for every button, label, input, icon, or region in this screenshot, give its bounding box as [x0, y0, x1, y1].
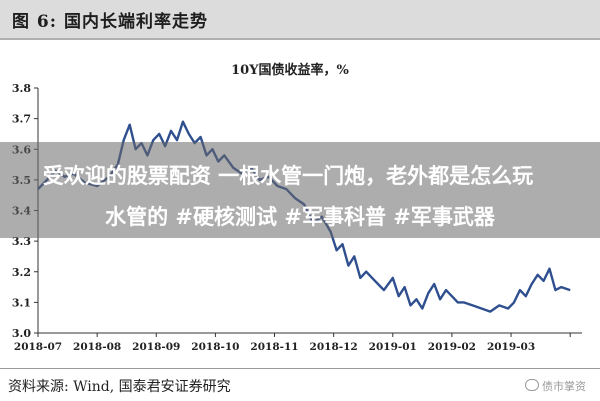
y-tick-label: 3.8: [12, 82, 31, 95]
caption-overlay: [0, 142, 600, 238]
y-tick-label: 3.3: [12, 235, 31, 248]
chart-title: 10Y国债收益率，%: [231, 62, 349, 78]
y-tick-label: 3.0: [12, 327, 31, 340]
figure-label: 图 6: 国内长端利率走势: [12, 12, 208, 32]
watermark: 债市掌资: [525, 378, 586, 394]
x-tick-label: 2019-01: [369, 341, 417, 353]
x-tick-label: 2018-08: [73, 341, 121, 353]
x-tick-label: 2018-07: [14, 341, 62, 353]
x-tick-label: 2019-02: [428, 341, 476, 353]
y-tick-label: 3.2: [12, 266, 31, 279]
x-tick-label: 2018-11: [250, 341, 298, 353]
overlay-caption-line2: 水管的 #硬核测试 #军事科普 #军事武器: [105, 205, 495, 229]
watermark-text: 债市掌资: [542, 380, 586, 393]
source-note: 资料来源: Wind, 国泰君安证券研究: [8, 379, 231, 395]
overlay-caption-line1: 受欢迎的股票配资 一根水管一门炮，老外都是怎么玩: [42, 164, 534, 188]
x-tick-label: 2018-09: [132, 341, 180, 353]
figure-header: 图 6: 国内长端利率走势: [0, 0, 600, 38]
y-tick-label: 3.1: [12, 296, 31, 309]
y-tick-label: 3.7: [12, 113, 31, 126]
wechat-icon: [525, 379, 539, 391]
header-divider: [0, 38, 600, 40]
x-tick-label: 2018-10: [191, 341, 239, 353]
x-tick-label: 2018-12: [310, 341, 358, 353]
x-tick-label: 2019-03: [487, 341, 535, 353]
source-footer: 资料来源: Wind, 国泰君安证券研究 债市掌资: [0, 368, 600, 401]
